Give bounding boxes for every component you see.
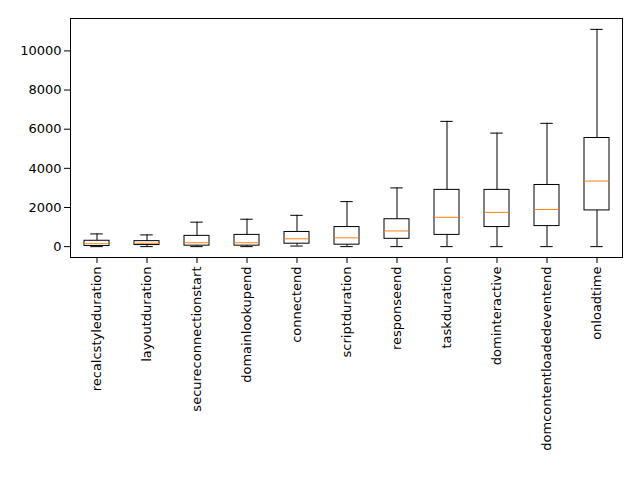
svg-text:8000: 8000 — [28, 82, 61, 97]
svg-text:4000: 4000 — [28, 160, 61, 175]
svg-text:secureconnectionstart: secureconnectionstart — [189, 267, 204, 412]
svg-text:onloadtime: onloadtime — [589, 267, 604, 340]
svg-text:responseend: responseend — [389, 267, 404, 351]
svg-text:connectend: connectend — [289, 267, 304, 343]
svg-text:dominteractive: dominteractive — [489, 267, 504, 366]
svg-text:domainlookupend: domainlookupend — [239, 267, 254, 383]
svg-text:2000: 2000 — [28, 200, 61, 215]
svg-text:taskduration: taskduration — [439, 267, 454, 349]
svg-text:domcontentloadedeventend: domcontentloadedeventend — [539, 267, 554, 451]
svg-text:0: 0 — [53, 239, 61, 254]
svg-text:layoutduration: layoutduration — [139, 267, 154, 362]
svg-text:recalcstyleduration: recalcstyleduration — [89, 267, 104, 392]
svg-text:scriptduration: scriptduration — [339, 267, 354, 358]
svg-text:6000: 6000 — [28, 121, 61, 136]
svg-text:10000: 10000 — [20, 43, 61, 58]
